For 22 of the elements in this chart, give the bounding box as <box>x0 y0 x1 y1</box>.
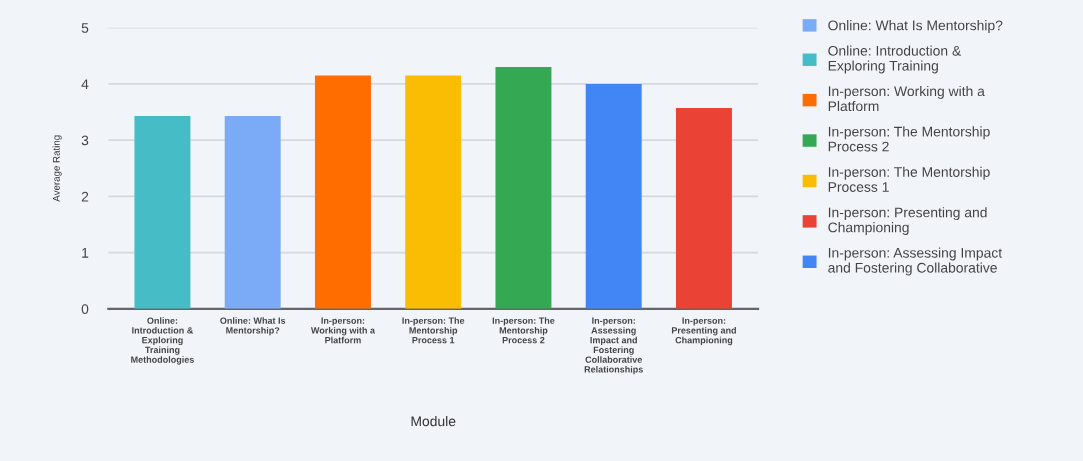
x-tick-label: In-person: Assessing Impact and Fostering Collaborative Relationships <box>584 317 643 375</box>
x-tick-label: Online: Introduction & Exploring Training Methodologies <box>131 317 194 365</box>
y-tick-label: 5 <box>81 23 89 33</box>
x-axis-title: Module <box>411 415 456 427</box>
legend-label: In-person: Assessing Impact and Fostering Collaborative <box>828 247 1003 276</box>
legend-label: In-person: Working with a Platform <box>828 85 985 112</box>
y-tick-label: 0 <box>81 304 89 315</box>
y-tick-label: 3 <box>81 135 89 146</box>
legend-label: In-person: Presenting and Championing <box>828 207 987 236</box>
y-tick-label: 2 <box>81 191 89 202</box>
x-tick-label: In-person: Presenting and Championing <box>671 317 736 346</box>
x-tick-label: In-person: The Mentorship Process 2 <box>492 317 555 344</box>
x-tick-label: In-person: Working with a Platform <box>310 317 376 344</box>
legend-label: In-person: The Mentorship Process 2 <box>828 126 990 152</box>
x-tick-label: In-person: The Mentorship Process 1 <box>402 317 465 344</box>
y-tick-label: 4 <box>81 79 89 89</box>
legend-label: Online: Introduction & Exploring Training <box>828 45 961 74</box>
legend-label: In-person: The Mentorship Process 1 <box>828 166 990 192</box>
y-tick-label: 1 <box>82 248 89 258</box>
x-tick-label: Online: What Is Mentorship? <box>220 317 286 336</box>
legend-label: Online: What Is Mentorship? <box>828 20 1003 34</box>
y-axis-title: Average Rating <box>52 135 62 202</box>
